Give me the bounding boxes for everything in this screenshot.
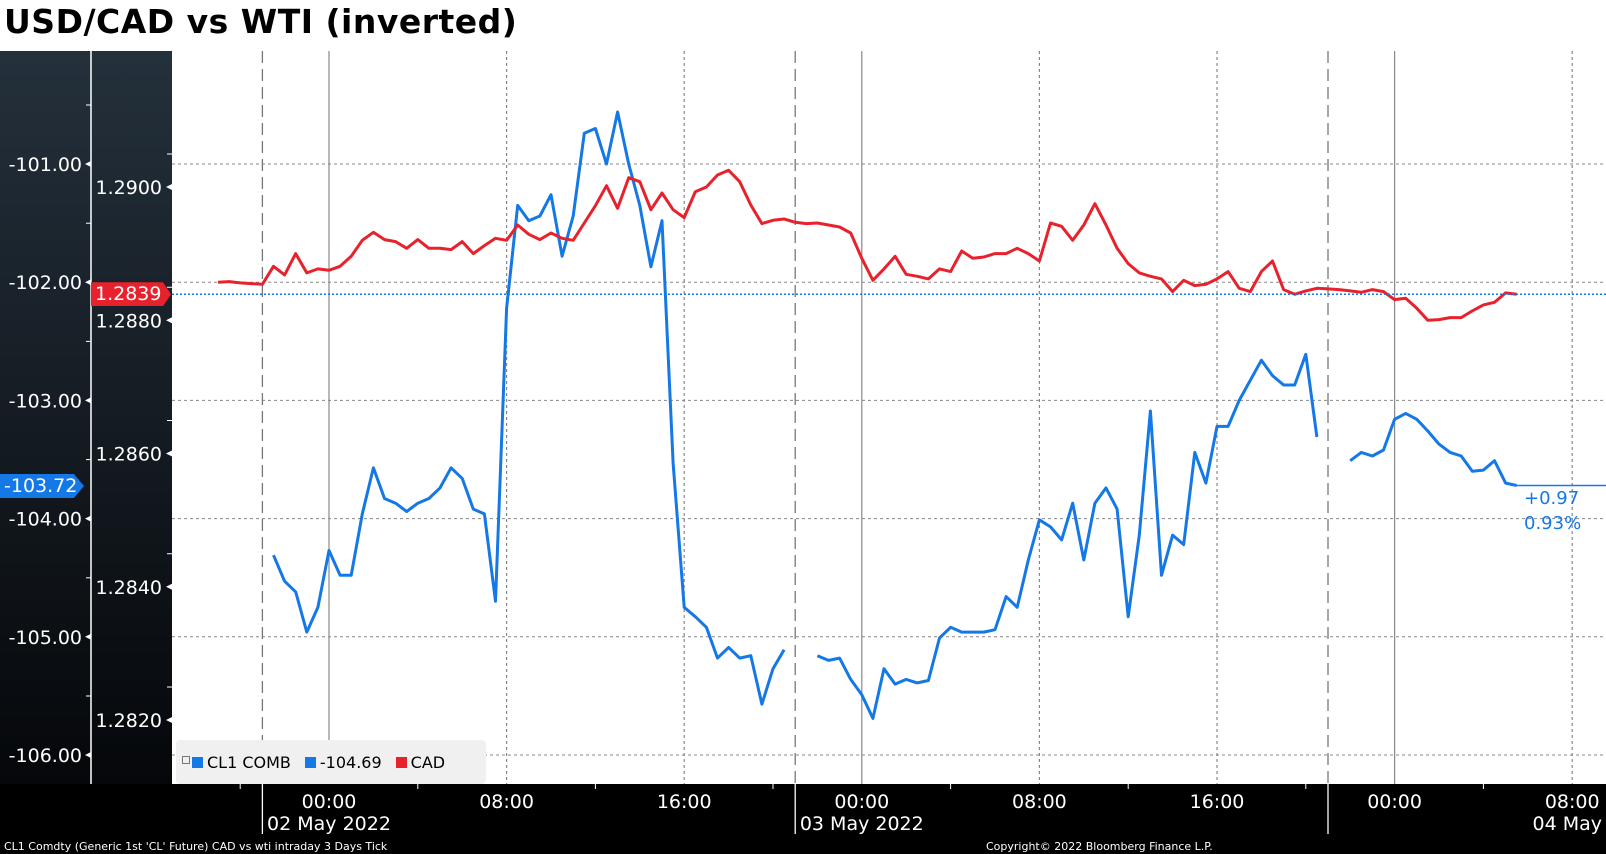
left-axis-tick-label: -104.00 xyxy=(9,509,82,531)
right-axis-tick-label: 1.2820 xyxy=(96,710,162,732)
legend-collapse-icon[interactable] xyxy=(182,756,190,764)
right-axis-tick-label: 1.2880 xyxy=(96,310,162,332)
left-axis-tick-label: -103.00 xyxy=(9,390,82,412)
tick-arrow-icon xyxy=(85,279,91,286)
time-tick-label: 16:00 xyxy=(657,791,712,813)
legend-swatch-icon xyxy=(304,756,316,768)
tick-arrow-icon xyxy=(85,397,91,404)
footer-copyright: Copyright© 2022 Bloomberg Finance L.P. xyxy=(986,840,1213,853)
legend-label: -104.69 xyxy=(319,752,382,772)
time-tick-label: 00:00 xyxy=(1367,791,1422,813)
date-tick-label: 04 May xyxy=(1533,813,1603,835)
left-axis-tick-label: -106.00 xyxy=(9,745,82,767)
series-line-cl1-comb xyxy=(816,352,1319,720)
legend-label: CAD xyxy=(410,752,446,772)
legend-item-cad[interactable]: CAD xyxy=(395,752,446,772)
footer-description: CL1 Comdty (Generic 1st 'CL' Future) CAD… xyxy=(4,840,388,853)
series-line-cad xyxy=(217,168,1517,322)
time-tick-label: 16:00 xyxy=(1190,791,1245,813)
tick-arrow-icon xyxy=(85,515,91,522)
axis-panel xyxy=(0,51,172,786)
wti-last-value-tag: -103.72 xyxy=(0,474,84,498)
change-absolute: +0.97 xyxy=(1524,488,1580,509)
left-axis-tick-label: -105.00 xyxy=(9,627,82,649)
legend-swatch-icon xyxy=(192,756,203,768)
right-axis-tick-label: 1.2900 xyxy=(96,177,162,199)
time-tick-label: 08:00 xyxy=(1545,791,1600,813)
series-line-cl1-comb xyxy=(272,110,786,706)
time-tick-label: 00:00 xyxy=(834,791,889,813)
tick-arrow-icon xyxy=(166,450,172,457)
axes: -101.00 -102.00 -103.00 -104.00 -105.00 -106.… xyxy=(9,104,1603,835)
date-tick-label: 03 May 2022 xyxy=(800,813,924,835)
left-axis-tick-label: -101.00 xyxy=(9,154,82,176)
legend-item-last[interactable]: -104.69 xyxy=(304,752,382,772)
time-tick-label: 08:00 xyxy=(479,791,534,813)
tick-arrow-icon xyxy=(166,717,172,723)
series-line-cl1-comb xyxy=(1349,411,1518,487)
left-axis-tick-label: -102.00 xyxy=(9,272,82,294)
tick-arrow-icon xyxy=(166,583,172,590)
gridlines xyxy=(172,51,1606,784)
right-axis-tick-label: 1.2840 xyxy=(96,577,162,599)
series-lines xyxy=(172,110,1606,720)
tick-arrow-icon xyxy=(85,752,91,758)
cad-last-value-tag: 1.2839 xyxy=(91,282,171,307)
change-percent: 0.93% xyxy=(1524,513,1582,534)
tick-arrow-icon xyxy=(166,317,172,324)
tick-arrow-icon xyxy=(166,184,172,190)
right-axis-tick-label: 1.2860 xyxy=(96,444,162,466)
legend-item-cl1[interactable]: CL1 COMB xyxy=(192,753,291,772)
legend[interactable]: CL1 COMB -104.69 CAD xyxy=(176,740,486,784)
time-tick-label: 00:00 xyxy=(302,791,357,813)
time-tick-label: 08:00 xyxy=(1012,791,1067,813)
date-tick-label: 02 May 2022 xyxy=(267,813,391,835)
legend-label: CL1 COMB xyxy=(207,752,291,772)
tick-arrow-icon xyxy=(85,633,91,640)
chart-title: USD/CAD vs WTI (inverted) xyxy=(4,2,518,41)
tick-arrow-icon xyxy=(85,161,91,167)
legend-swatch-icon xyxy=(395,756,407,768)
time-axis-panel xyxy=(0,784,1606,854)
